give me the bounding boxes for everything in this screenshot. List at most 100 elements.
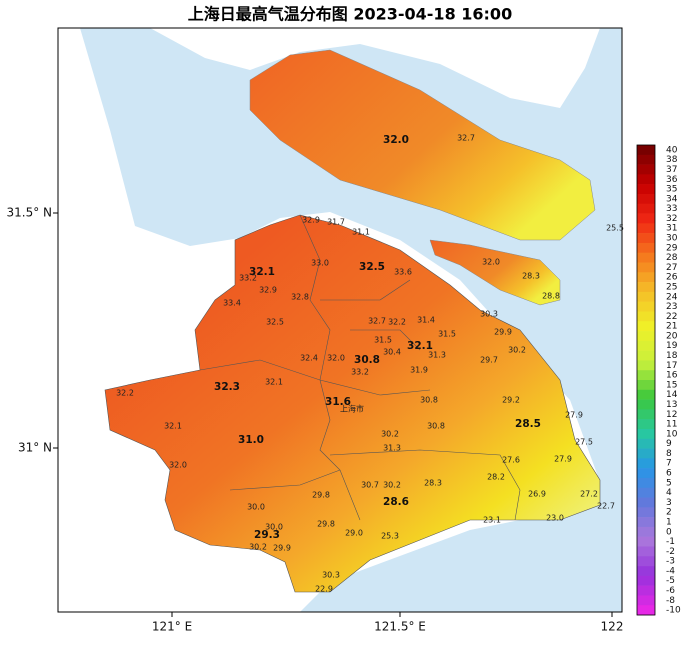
colorbar-label: 18 xyxy=(666,351,678,361)
colorbar-label: -6 xyxy=(666,586,675,596)
colorbar-label: -10 xyxy=(666,606,681,616)
x-axis-label: 121° E xyxy=(152,620,192,634)
station-value: 31.3 xyxy=(428,351,446,360)
station-value: 30.2 xyxy=(508,346,526,355)
district-value: 28.5 xyxy=(515,418,541,430)
station-value: 32.1 xyxy=(265,378,283,387)
colorbar-label: -5 xyxy=(666,576,675,586)
colorbar-swatch xyxy=(637,145,655,156)
colorbar-swatch xyxy=(637,262,655,273)
colorbar-label: 13 xyxy=(666,400,677,410)
colorbar-swatch xyxy=(637,223,655,234)
station-value: 32.0 xyxy=(327,354,345,363)
colorbar-swatch xyxy=(637,213,655,224)
colorbar-label: 27 xyxy=(666,263,677,273)
district-value: 31.6 xyxy=(325,396,351,408)
colorbar-label: 36 xyxy=(666,175,678,185)
station-value: 25.3 xyxy=(381,532,399,541)
colorbar-swatch xyxy=(637,556,655,567)
station-value: 27.9 xyxy=(554,455,572,464)
colorbar-swatch xyxy=(637,291,655,302)
colorbar-label: 19 xyxy=(666,341,678,351)
colorbar-label: 40 xyxy=(666,145,678,155)
colorbar-label: 32 xyxy=(666,214,677,224)
station-value: 28.3 xyxy=(522,272,540,281)
station-value: 27.9 xyxy=(565,411,583,420)
colorbar-label: 20 xyxy=(666,331,678,341)
colorbar-label: 6 xyxy=(666,469,672,479)
colorbar-swatch xyxy=(637,301,655,312)
station-value: 30.0 xyxy=(265,523,283,532)
colorbar-label: 9 xyxy=(666,439,672,449)
station-value: 27.6 xyxy=(502,456,520,465)
colorbar-swatch xyxy=(637,184,655,195)
colorbar-swatch xyxy=(637,380,655,391)
district-value: 32.5 xyxy=(359,261,385,273)
station-value: 32.9 xyxy=(259,286,277,295)
station-value: 29.8 xyxy=(312,491,330,500)
colorbar-label: 35 xyxy=(666,185,677,195)
colorbar-swatch xyxy=(637,428,655,440)
colorbar-label: 37 xyxy=(666,165,677,175)
colorbar-swatch xyxy=(637,252,655,263)
colorbar-swatch xyxy=(637,370,655,381)
colorbar-label: -2 xyxy=(666,547,675,557)
map-frame xyxy=(57,27,623,613)
colorbar-label: 5 xyxy=(666,478,672,488)
station-value: 32.5 xyxy=(266,318,284,327)
shanghai-area xyxy=(104,214,601,593)
station-value: 29.9 xyxy=(494,328,512,337)
station-value: 29.2 xyxy=(502,396,520,405)
city-label: 上海市 xyxy=(340,404,364,414)
colorbar-swatch xyxy=(637,360,655,371)
colorbar-swatch xyxy=(637,605,655,616)
colorbar-swatch xyxy=(637,536,655,547)
station-value: 29.9 xyxy=(273,544,291,553)
colorbar-label: 12 xyxy=(666,410,677,420)
colorbar-swatch xyxy=(637,517,655,528)
station-value: 32.0 xyxy=(482,258,500,267)
station-value: 30.3 xyxy=(322,571,340,580)
station-value: 23.0 xyxy=(546,514,564,523)
station-value: 30.2 xyxy=(381,430,399,439)
station-value: 32.9 xyxy=(302,216,320,225)
station-value: 30.8 xyxy=(427,422,445,431)
colorbar-swatch xyxy=(637,350,655,361)
station-value: 31.5 xyxy=(438,330,456,339)
colorbar-label: 8 xyxy=(666,449,672,459)
colorbar-label: 15 xyxy=(666,380,677,390)
colorbar-swatch xyxy=(637,468,655,479)
colorbar-label: 29 xyxy=(666,243,678,253)
colorbar-label: 22 xyxy=(666,312,677,322)
colorbar-swatch xyxy=(637,272,655,283)
colorbar-swatch xyxy=(637,193,655,205)
district-borders xyxy=(199,214,521,521)
colorbar-label: 28 xyxy=(666,253,678,263)
station-value: 32.2 xyxy=(116,389,134,398)
colorbar-label: -4 xyxy=(666,566,675,576)
title: 上海日最高气温分布图 2023-04-18 16:00 xyxy=(188,5,512,24)
colorbar-label: 26 xyxy=(666,273,678,283)
station-value: 32.1 xyxy=(164,422,182,431)
colorbar-label: 17 xyxy=(666,361,677,371)
colorbar-swatch xyxy=(637,242,655,254)
district-value: 32.0 xyxy=(383,134,409,146)
district-value: 31.0 xyxy=(238,434,264,446)
y-axis-label: 31.5° N xyxy=(6,206,52,220)
colorbar-label: 7 xyxy=(666,459,672,469)
colorbar-label: 30 xyxy=(666,234,678,244)
colorbar-swatch xyxy=(637,409,655,420)
colorbar-label: -3 xyxy=(666,557,675,567)
colorbar-swatch xyxy=(637,585,655,596)
colorbar-swatch xyxy=(637,154,655,165)
colorbar-swatch xyxy=(637,399,655,410)
x-axis-label: 121.5° E xyxy=(374,620,426,634)
district-value: 29.3 xyxy=(254,529,280,541)
district-value: 32.1 xyxy=(249,266,275,278)
station-value: 32.8 xyxy=(291,293,309,302)
colorbar-swatch xyxy=(637,526,655,537)
colorbar-label: 10 xyxy=(666,429,678,439)
colorbar-label: 2 xyxy=(666,508,672,518)
colorbar-swatch xyxy=(637,419,655,430)
station-value: 32.7 xyxy=(457,134,475,143)
